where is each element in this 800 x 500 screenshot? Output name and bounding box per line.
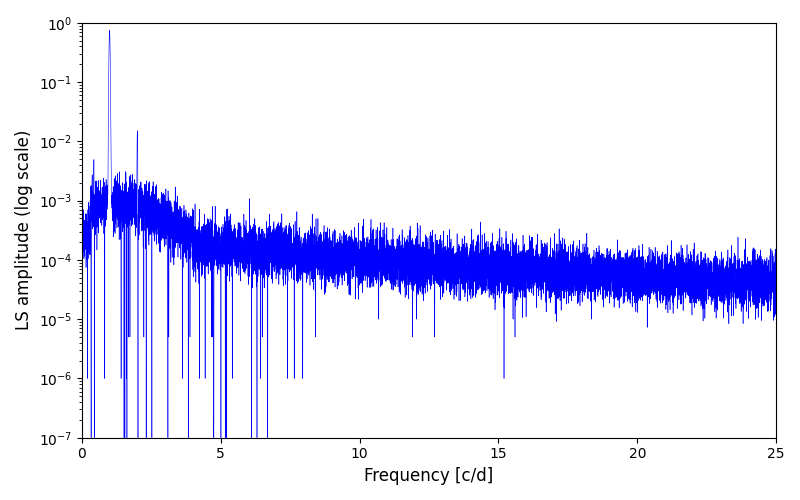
Y-axis label: LS amplitude (log scale): LS amplitude (log scale) — [15, 130, 33, 330]
X-axis label: Frequency [c/d]: Frequency [c/d] — [364, 467, 494, 485]
